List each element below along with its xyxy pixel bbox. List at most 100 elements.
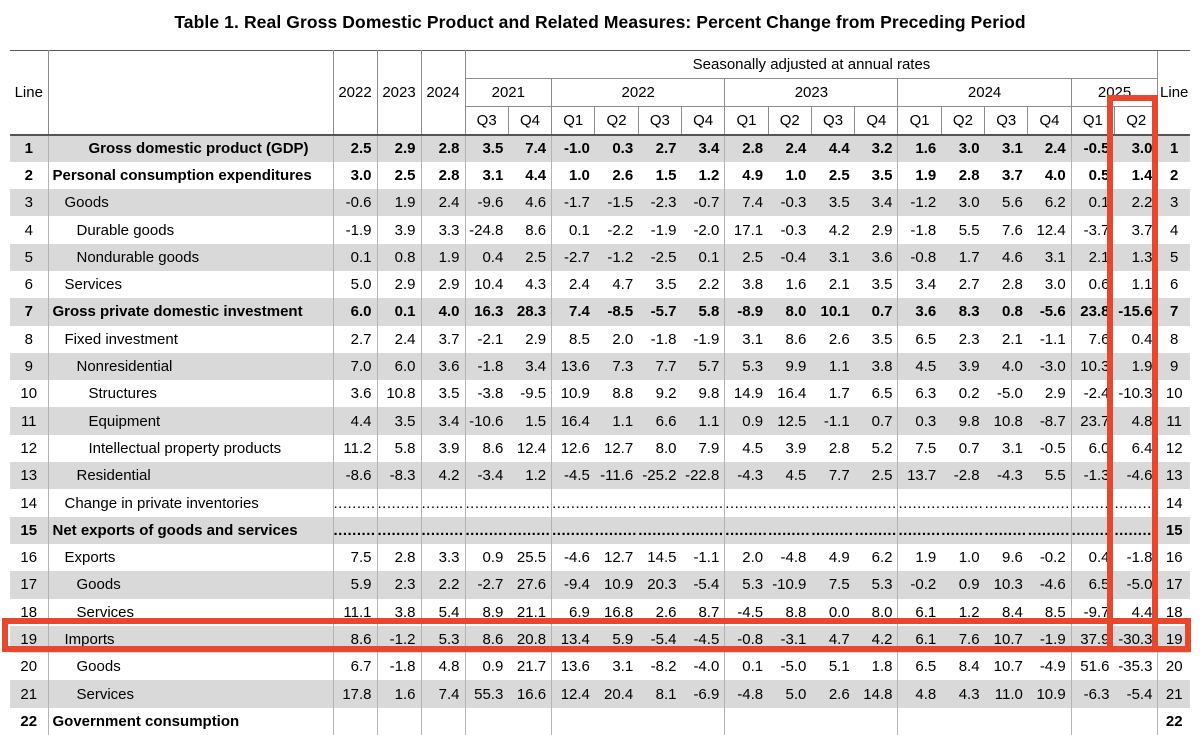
value-cell: 1.5 [508, 407, 553, 435]
value-cell [465, 708, 508, 735]
value-cell: -2.8 [941, 462, 985, 490]
value-cell: -4.9 [1027, 653, 1072, 681]
value-cell: ......... [941, 516, 985, 544]
value-cell: -35.3 [1114, 653, 1159, 681]
value-cell: 3.3 [421, 216, 466, 244]
value-cell: 12.4 [508, 434, 553, 463]
value-cell: 0.3 [594, 134, 639, 162]
value-cell: ......... [941, 494, 984, 512]
value-cell [1114, 707, 1159, 735]
line-number-left: 3 [10, 189, 49, 217]
value-cell: ......... [681, 489, 726, 517]
value-cell: 6.1 [897, 625, 942, 654]
value-cell: 16.3 [465, 298, 509, 326]
value-cell: 1.2 [958, 603, 980, 621]
value-cell: ......... [1071, 494, 1114, 512]
table-title: Table 1. Real Gross Domestic Product and… [174, 12, 1026, 32]
table-row: 5 Nondurable goods 0.1 0.8 1.9 0.4 2.5 -2.7 -1.2… [10, 243, 1190, 271]
table-row: 7 Gross private domestic investment 6.0 0.1… [10, 298, 1190, 326]
quarter-header: Q3 [811, 106, 856, 135]
value-cell [768, 708, 811, 735]
value-cell: -0.3 [768, 189, 812, 217]
value-cell: -8.2 [650, 658, 677, 676]
value-cell: 28.3 [508, 298, 553, 326]
value-cell: -1.7 [551, 189, 595, 217]
value-cell: 6.1 [915, 603, 937, 621]
value-cell: -1.1 [1027, 325, 1072, 353]
value-cell: 10.4 [474, 276, 504, 294]
value-cell: 13.6 [560, 658, 590, 676]
value-cell: 2.6 [811, 680, 855, 708]
value-cell: 14.9 [733, 385, 764, 403]
value-cell: 0.1 [1071, 189, 1115, 217]
value-cell: 17.1 [733, 221, 764, 239]
line-number-left: 9 [10, 352, 49, 381]
value-cell: 6.9 [569, 603, 590, 621]
value-cell: -1.9 [681, 325, 726, 353]
value-cell: 7.4 [724, 189, 769, 217]
value-cell: 3.9 [421, 434, 466, 463]
value-cell: 3.5 [465, 134, 509, 162]
line-number-left: 13 [10, 462, 49, 490]
line-number-right: 6 [1170, 276, 1179, 294]
value-cell: 1.9 [421, 243, 466, 271]
value-cell: ......... [421, 489, 466, 517]
value-cell: 12.7 [604, 549, 634, 567]
value-cell: 2.3 [377, 571, 422, 599]
value-cell: 0.9 [941, 571, 985, 599]
value-cell: ......... [552, 494, 595, 512]
value-cell: -8.5 [594, 298, 639, 326]
value-cell: 2.9 [508, 325, 553, 353]
value-cell: -5.6 [1027, 298, 1072, 326]
value-cell: 1.1 [594, 407, 639, 435]
value-cell: 5.2 [854, 434, 899, 463]
value-cell: 3.6 [333, 380, 378, 408]
row-label: Durable goods [48, 216, 334, 244]
value-cell: -0.2 [1027, 543, 1072, 572]
line-number-right: 19 [1157, 625, 1190, 654]
line-number-left: 7 [10, 298, 49, 326]
value-cell: 2.4 [569, 276, 590, 294]
line-number-left: 2 [10, 161, 49, 190]
value-cell: 10.7 [993, 658, 1023, 676]
value-cell: 2.8 [1002, 276, 1023, 294]
value-cell: -4.8 [780, 549, 807, 567]
value-cell: ......... [1027, 516, 1072, 544]
value-cell: 2.8 [421, 134, 466, 162]
value-cell: 0.1 [569, 221, 590, 239]
value-cell: -3.8 [477, 385, 504, 403]
value-cell: 0.7 [854, 298, 899, 326]
value-cell: 8.6 [785, 330, 807, 348]
table-row: 8 Fixed investment 2.7 2.4 3.7 -2.1 2.9 8.5 2.0-… [10, 325, 1190, 353]
value-cell: 13.4 [551, 625, 595, 654]
value-cell: 2.9 [1027, 380, 1072, 408]
value-cell: 7.4 [508, 134, 553, 162]
line-header-left: Line [10, 50, 49, 135]
table-row: 6 Services 5.0 2.9 2.9 10.4 4.3 2.4 4.7 3.5 2.2 3.8… [10, 270, 1190, 299]
value-cell: 4.2 [828, 221, 850, 239]
value-cell: 2.5 [333, 134, 378, 162]
value-cell: 3.4 [915, 276, 937, 294]
value-cell: 3.5 [655, 276, 677, 294]
value-cell: 3.1 [482, 166, 504, 184]
value-cell: -1.9 [650, 221, 677, 239]
line-number-right: 14 [1165, 494, 1183, 512]
table-row: 11 Equipment 4.4 3.5 3.4 -10.6 1.5 16.4 1.1 6.6 1.… [10, 407, 1190, 435]
value-cell: 8.4 [958, 658, 980, 676]
value-cell: ......... [508, 489, 553, 517]
value-cell: 2.8 [724, 134, 769, 162]
value-cell: -10.6 [465, 407, 509, 435]
value-cell: 3.8 [854, 352, 899, 381]
value-cell: 1.7 [828, 385, 850, 403]
value-cell: 16.6 [508, 680, 553, 708]
value-cell: 3.5 [811, 189, 855, 217]
value-cell: 8.0 [768, 298, 812, 326]
value-cell: 2.6 [655, 603, 677, 621]
value-cell: -8.6 [333, 462, 378, 490]
table-row: 17 Goods 5.9 2.3 2.2 -2.7 27.6 -9.4 10.9 20.3 -5.4… [10, 571, 1190, 599]
line-number-left: 15 [10, 516, 49, 544]
value-cell: 2.7 [958, 276, 980, 294]
value-cell: 5.5 [958, 221, 980, 239]
line-number-left: 4 [10, 216, 49, 244]
value-cell: 3.0 [941, 189, 985, 217]
